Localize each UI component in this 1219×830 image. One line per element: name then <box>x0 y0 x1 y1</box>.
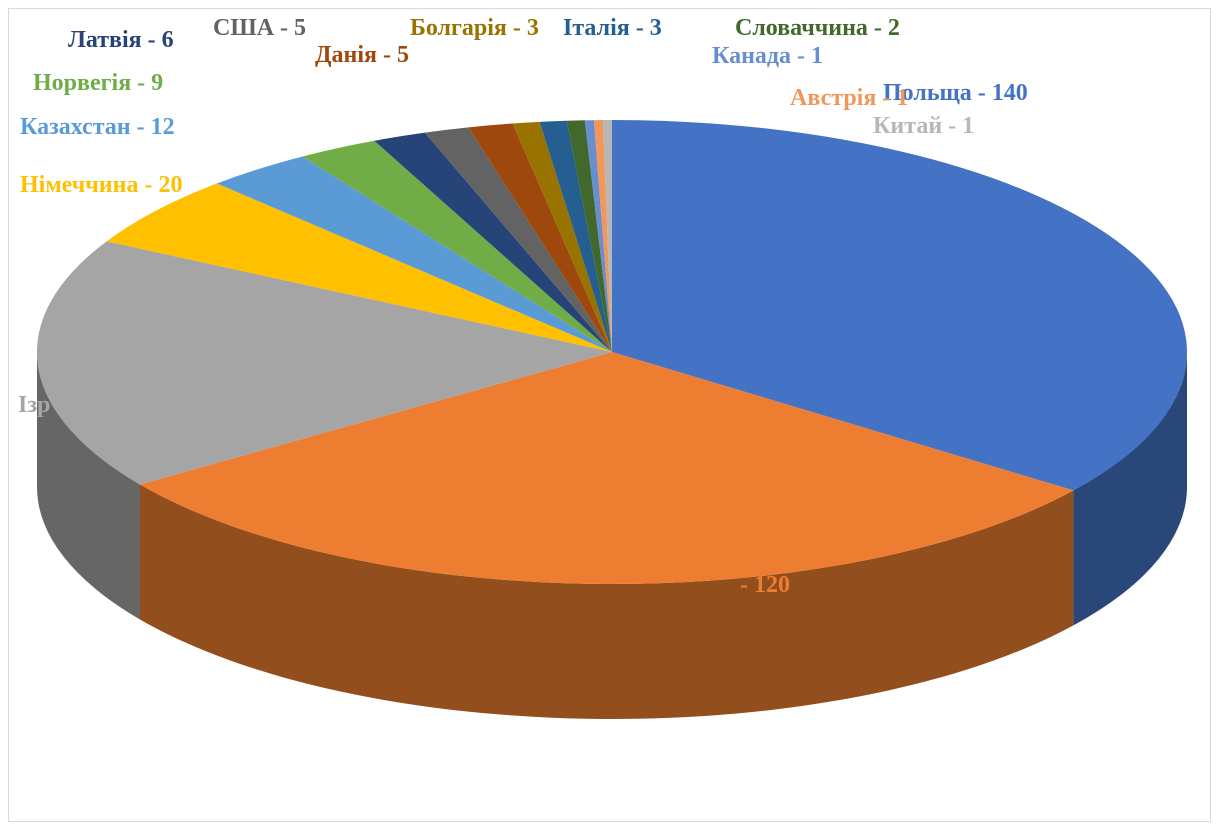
data-label: Латвія - 6 <box>68 27 174 53</box>
pie-slice <box>512 121 612 352</box>
data-label: Казахстан - 12 <box>20 114 175 140</box>
data-label: Ізр <box>18 392 50 418</box>
data-label: - 120 <box>740 572 790 598</box>
pie-slice <box>302 140 612 352</box>
pie-side <box>37 352 140 620</box>
pie-slice <box>602 120 612 352</box>
data-label: Норвегія - 9 <box>33 70 163 96</box>
data-label: Болгарія - 3 <box>410 15 539 41</box>
pie-slice <box>374 132 612 352</box>
data-label: Китай - 1 <box>873 113 974 139</box>
data-label: Німеччина - 20 <box>20 172 182 198</box>
pie-slice <box>566 120 612 352</box>
data-label: США - 5 <box>213 15 306 41</box>
pie-slice <box>468 123 612 353</box>
data-label: Канада - 1 <box>712 43 823 69</box>
pie-slice <box>424 127 612 352</box>
pie-slice <box>106 183 612 352</box>
pie-slice <box>584 120 612 352</box>
data-labels: Польща - 140 - 120 Ізр Німеччина - 20 Казахс… <box>18 15 1028 598</box>
pie-slice <box>612 120 1188 491</box>
pie-slice <box>36 241 612 485</box>
data-label: Польща - 140 <box>883 80 1028 106</box>
data-label: Словаччина - 2 <box>735 15 900 41</box>
data-label: Австрія - 1 <box>790 85 908 111</box>
pie-side <box>139 484 1074 719</box>
pie-slice <box>216 156 613 352</box>
pie-side <box>1073 352 1187 626</box>
pie-slice <box>139 352 1074 584</box>
data-label: Італія - 3 <box>563 15 662 41</box>
pie-slice <box>539 120 612 352</box>
pie-tops <box>36 120 1188 584</box>
pie-sides <box>37 352 1187 719</box>
data-label: Данія - 5 <box>315 42 409 68</box>
pie-slice <box>593 120 612 353</box>
